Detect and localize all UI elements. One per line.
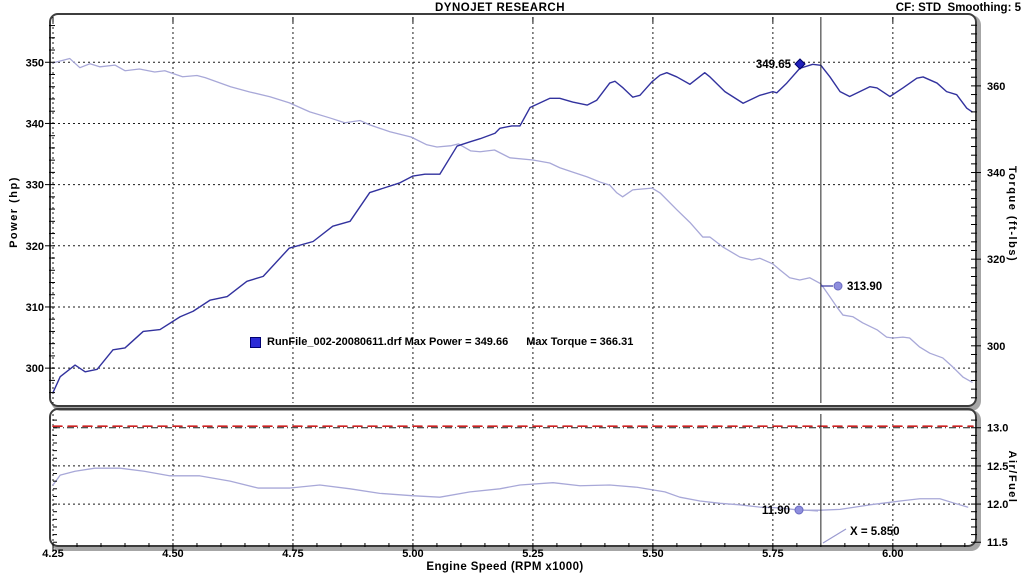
- run-file-swatch-icon: [250, 336, 261, 348]
- airfuel-panel: [49, 408, 977, 547]
- afr-tick-label: 11.5: [987, 537, 1008, 549]
- x-tick-label: 6.00: [882, 548, 903, 560]
- annotation-label-torque-readout: 313.90: [847, 281, 882, 293]
- x-tick-label: 4.50: [162, 548, 183, 560]
- annotation-leader-cursor-x-label: [822, 528, 847, 544]
- power-tick-label: 320: [26, 241, 44, 253]
- torque-tick-label: 320: [987, 254, 1005, 266]
- afr-tick-label: 13.0: [987, 423, 1008, 435]
- annotation-marker-power-readout: [794, 58, 806, 70]
- airfuel-axis-title: Air/Fuel: [1006, 450, 1018, 504]
- annotation-marker-afr-readout: [794, 505, 804, 515]
- page-title: DYNOJET RESEARCH: [434, 2, 566, 14]
- legend-file-max-power: RunFile_002-20080611.drf Max Power = 349…: [267, 336, 509, 348]
- power-tick-label: 340: [26, 118, 44, 130]
- x-tick-label: 5.00: [402, 548, 423, 560]
- x-tick-label: 4.75: [282, 548, 303, 560]
- torque-tick-label: 300: [987, 341, 1005, 353]
- power-tick-label: 310: [26, 302, 44, 314]
- annotation-label-afr-readout: 11.90: [762, 505, 790, 517]
- annotation-marker-torque-readout: [833, 281, 843, 291]
- airfuel-curve: [52, 467, 969, 511]
- torque-tick-label: 360: [987, 81, 1005, 93]
- annotation-label-cursor-x-label: X = 5.850: [850, 526, 900, 538]
- annotation-label-power-readout: 349.65: [756, 59, 792, 71]
- x-tick-label: 5.50: [642, 548, 663, 560]
- power-torque-panel: [49, 13, 977, 407]
- afr-tick-label: 12.0: [987, 499, 1008, 511]
- power-axis-title: Power (hp): [8, 176, 20, 248]
- x-tick-label: 5.25: [522, 548, 543, 560]
- run-legend: RunFile_002-20080611.drf Max Power = 349…: [250, 336, 633, 348]
- torque-curve: [52, 57, 973, 383]
- power-tick-label: 350: [26, 57, 44, 69]
- x-axis-title: Engine Speed (RPM x1000): [426, 561, 584, 573]
- x-tick-label: 5.75: [762, 548, 783, 560]
- afr-tick-label: 12.5: [987, 461, 1008, 473]
- legend-max-torque: Max Torque = 366.31: [526, 336, 634, 348]
- annotation-leader-afr-readout: [802, 509, 819, 512]
- power-curve: [52, 63, 973, 394]
- power-tick-label: 300: [26, 363, 44, 375]
- torque-tick-label: 340: [987, 168, 1005, 180]
- correction-smoothing-label: CF: STD Smoothing: 5: [895, 2, 1021, 14]
- power-tick-label: 330: [26, 180, 44, 192]
- torque-axis-title: Torque (ft-lbs): [1006, 165, 1018, 263]
- x-tick-label: 4.25: [42, 548, 63, 560]
